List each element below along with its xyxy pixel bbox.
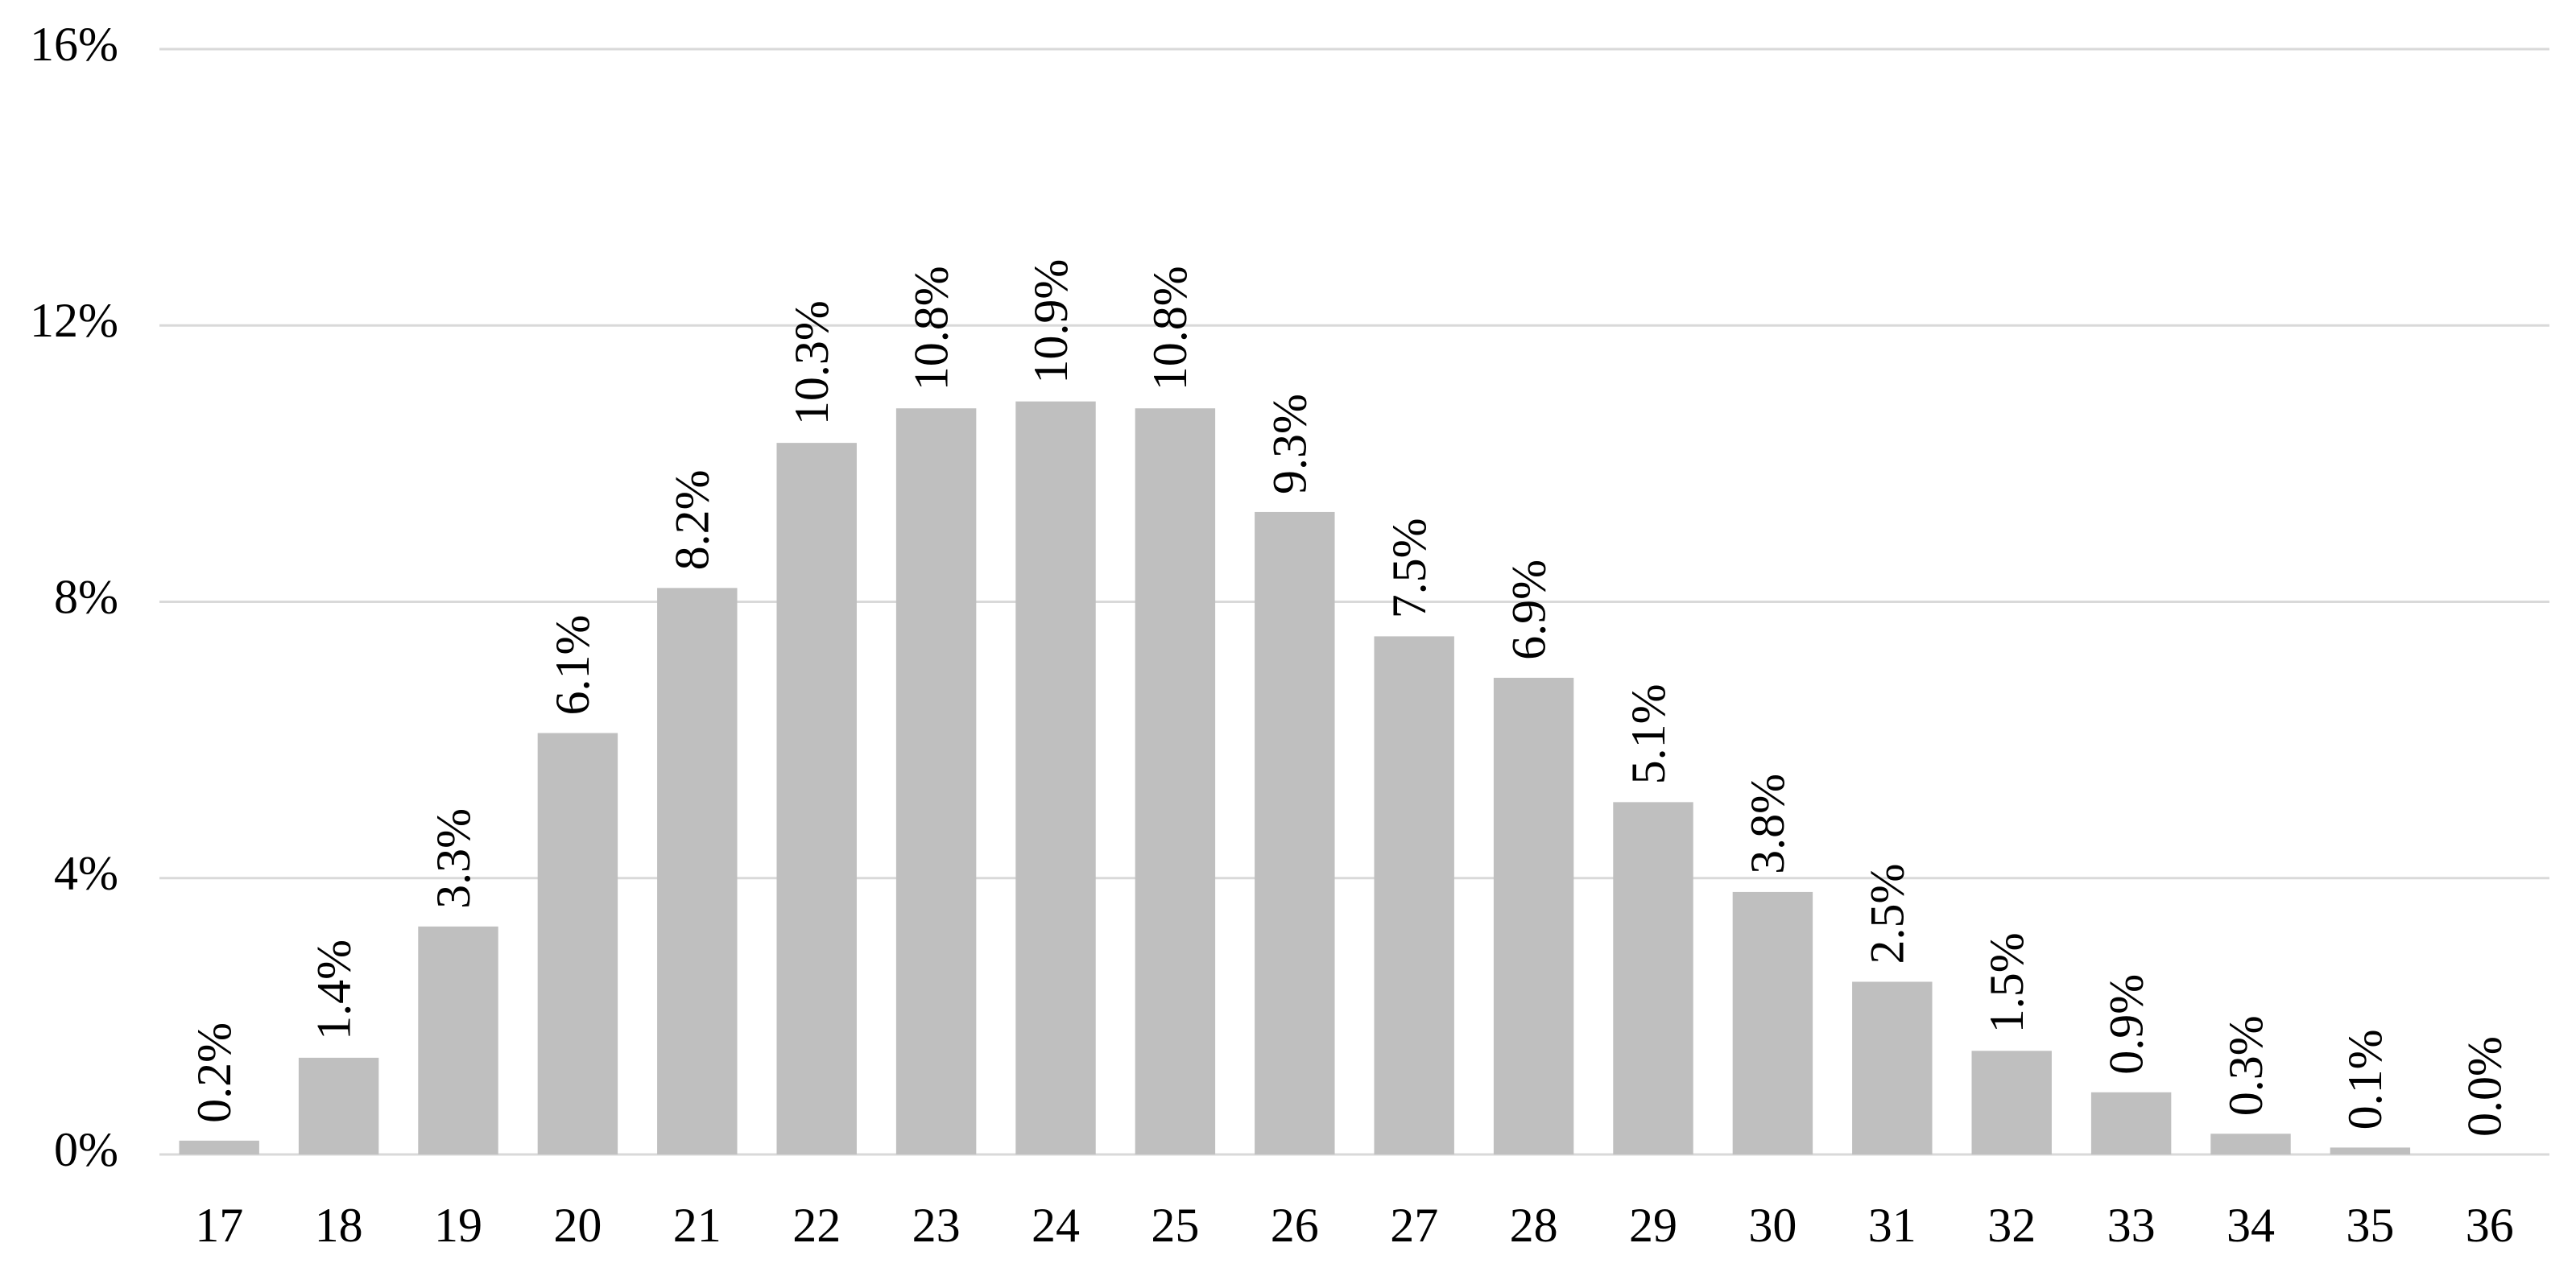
bar [657, 588, 738, 1154]
bar [298, 1057, 379, 1154]
y-tick-label: 16% [30, 18, 118, 71]
data-label: 0.3% [2219, 1015, 2272, 1116]
x-tick-label: 34 [2227, 1199, 2275, 1252]
x-tick-label: 25 [1151, 1199, 1199, 1252]
data-label: 1.4% [307, 940, 360, 1040]
data-label: 0.2% [188, 1022, 241, 1123]
bar [895, 408, 977, 1155]
data-label: 6.1% [546, 615, 599, 716]
data-label: 0.9% [2099, 974, 2152, 1075]
bar [1971, 1051, 2052, 1154]
bar [1613, 802, 1693, 1154]
x-tick-label: 24 [1032, 1199, 1080, 1252]
x-tick-label: 27 [1390, 1199, 1438, 1252]
x-tick-label: 17 [195, 1199, 243, 1252]
bar [1135, 408, 1216, 1155]
x-tick-label: 19 [434, 1199, 482, 1252]
data-label: 1.5% [1980, 932, 2033, 1033]
data-label: 5.1% [1622, 683, 1675, 784]
x-tick-label: 30 [1748, 1199, 1797, 1252]
x-tick-label: 36 [2466, 1199, 2514, 1252]
data-label: 7.5% [1383, 518, 1436, 618]
data-label: 9.3% [1263, 394, 1317, 494]
x-tick-label: 18 [315, 1199, 363, 1252]
bar [1493, 677, 1574, 1154]
bar [1852, 981, 1933, 1154]
data-label: 8.2% [666, 469, 719, 570]
x-tick-label: 23 [912, 1199, 961, 1252]
bar [1732, 891, 1813, 1154]
y-tick-label: 8% [54, 570, 118, 623]
y-tick-label: 0% [54, 1123, 118, 1176]
data-label: 0.1% [2338, 1029, 2392, 1130]
bar [776, 443, 857, 1154]
x-tick-label: 28 [1510, 1199, 1558, 1252]
x-tick-label: 21 [673, 1199, 722, 1252]
data-label: 10.8% [904, 266, 957, 390]
x-tick-label: 26 [1271, 1199, 1319, 1252]
x-tick-label: 29 [1629, 1199, 1677, 1252]
x-tick-label: 22 [792, 1199, 841, 1252]
y-tick-label: 12% [30, 294, 118, 347]
bar [2090, 1092, 2172, 1154]
data-label: 6.9% [1502, 560, 1555, 660]
bar [2210, 1134, 2291, 1154]
data-label: 0.0% [2458, 1036, 2512, 1137]
data-label: 2.5% [1861, 863, 1914, 964]
data-label: 10.3% [785, 300, 838, 425]
x-tick-label: 33 [2107, 1199, 2156, 1252]
bar [1255, 511, 1335, 1154]
x-tick-label: 31 [1868, 1199, 1916, 1252]
bar [2330, 1147, 2411, 1154]
x-tick-label: 35 [2346, 1199, 2394, 1252]
y-tick-label: 4% [54, 847, 118, 900]
x-tick-label: 20 [553, 1199, 602, 1252]
x-tick-label: 32 [1987, 1199, 2036, 1252]
data-label: 3.8% [1741, 774, 1794, 874]
bar [537, 733, 618, 1154]
bar [1015, 401, 1096, 1154]
bar [179, 1140, 259, 1154]
data-label: 10.9% [1024, 259, 1077, 384]
data-label: 3.3% [427, 808, 480, 909]
bar [1374, 636, 1454, 1154]
data-label: 10.8% [1143, 266, 1197, 390]
bar [418, 926, 498, 1154]
